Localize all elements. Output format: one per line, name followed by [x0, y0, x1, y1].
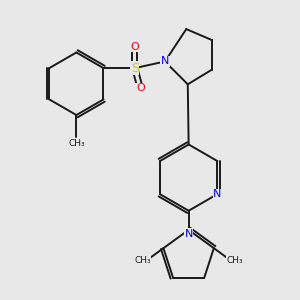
Text: CH₃: CH₃: [68, 139, 85, 148]
Text: N: N: [184, 229, 193, 238]
Text: CH₃: CH₃: [134, 256, 151, 265]
Text: N: N: [161, 56, 169, 67]
Text: CH₃: CH₃: [226, 256, 243, 265]
Text: O: O: [136, 83, 145, 93]
Text: N: N: [213, 189, 221, 199]
Text: S: S: [131, 61, 139, 75]
Text: O: O: [130, 42, 139, 52]
